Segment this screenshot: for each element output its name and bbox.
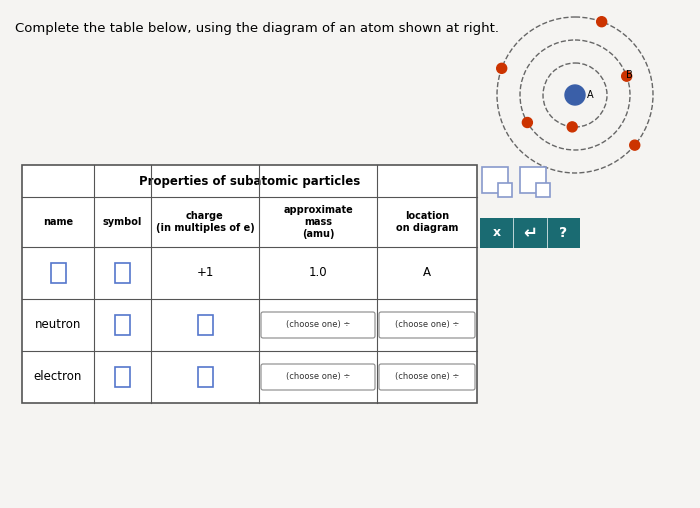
FancyBboxPatch shape [520, 167, 546, 193]
FancyBboxPatch shape [482, 167, 508, 193]
Text: B: B [626, 71, 632, 80]
FancyBboxPatch shape [261, 312, 375, 338]
FancyBboxPatch shape [197, 367, 213, 387]
FancyBboxPatch shape [379, 364, 475, 390]
Circle shape [497, 64, 507, 73]
FancyBboxPatch shape [379, 312, 475, 338]
FancyBboxPatch shape [197, 315, 213, 335]
Text: (choose one) ÷: (choose one) ÷ [395, 372, 459, 382]
FancyBboxPatch shape [22, 165, 477, 403]
Text: A: A [587, 90, 594, 100]
FancyBboxPatch shape [115, 367, 130, 387]
Text: location
on diagram: location on diagram [395, 211, 458, 233]
FancyBboxPatch shape [498, 183, 512, 197]
Text: name: name [43, 217, 73, 227]
FancyBboxPatch shape [50, 263, 66, 283]
Text: 1.0: 1.0 [309, 267, 328, 279]
Text: (choose one) ÷: (choose one) ÷ [286, 321, 350, 330]
Circle shape [596, 17, 607, 27]
Text: Properties of subatomic particles: Properties of subatomic particles [139, 175, 360, 187]
Text: neutron: neutron [35, 319, 81, 332]
Circle shape [522, 117, 533, 128]
Text: charge
(in multiples of e): charge (in multiples of e) [155, 211, 254, 233]
Text: Complete the table below, using the diagram of an atom shown at right.: Complete the table below, using the diag… [15, 22, 499, 35]
FancyBboxPatch shape [536, 183, 550, 197]
Circle shape [567, 122, 577, 132]
Text: symbol: symbol [103, 217, 142, 227]
Text: approximate
mass
(amu): approximate mass (amu) [283, 205, 353, 239]
Text: ?: ? [559, 226, 568, 240]
Text: ↵: ↵ [523, 224, 537, 242]
Circle shape [565, 85, 585, 105]
FancyBboxPatch shape [480, 218, 580, 248]
Circle shape [630, 140, 640, 150]
Text: x: x [493, 227, 500, 239]
FancyBboxPatch shape [115, 263, 130, 283]
Text: (choose one) ÷: (choose one) ÷ [395, 321, 459, 330]
Text: (choose one) ÷: (choose one) ÷ [286, 372, 350, 382]
Circle shape [622, 71, 631, 81]
Text: +1: +1 [196, 267, 214, 279]
FancyBboxPatch shape [115, 315, 130, 335]
FancyBboxPatch shape [261, 364, 375, 390]
Text: A: A [423, 267, 431, 279]
Text: electron: electron [34, 370, 82, 384]
